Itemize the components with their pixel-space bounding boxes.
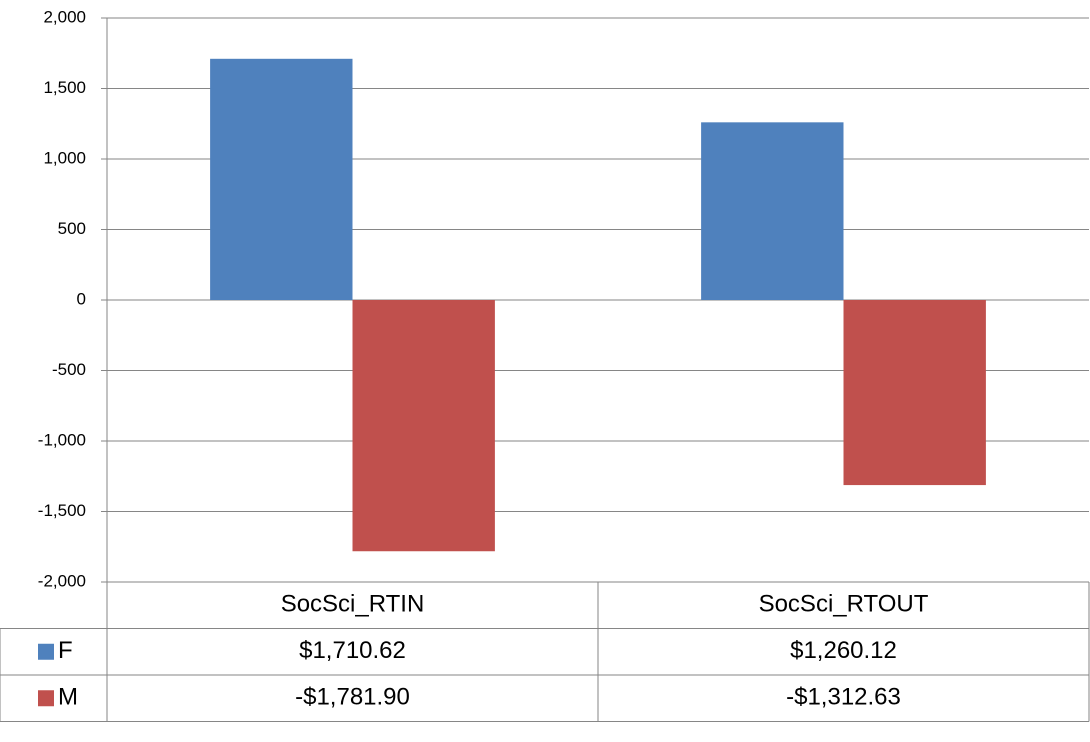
x-tick-label: SocSci_RTIN — [281, 591, 425, 618]
y-tick-label: 2,000 — [43, 7, 86, 26]
y-tick-label: 0 — [77, 289, 86, 308]
legend-key — [38, 643, 54, 660]
y-tick-label: -2,000 — [38, 571, 86, 590]
x-tick-label: SocSci_RTOUT — [759, 591, 929, 618]
y-tick-label: -1,500 — [38, 501, 86, 520]
bar — [701, 122, 844, 300]
data-label: $1,260.12 — [790, 637, 897, 664]
legend-label: F — [58, 637, 73, 664]
legend-key — [38, 690, 54, 707]
data-label: -$1,312.63 — [786, 684, 901, 711]
bar — [352, 300, 495, 552]
y-tick-label: -500 — [52, 360, 86, 379]
y-tick-label: 500 — [58, 219, 86, 238]
bar — [210, 58, 353, 300]
data-label: $1,710.62 — [299, 637, 406, 664]
y-tick-label: -1,000 — [38, 430, 86, 449]
legend-label: M — [58, 684, 78, 711]
data-label: -$1,781.90 — [295, 684, 410, 711]
y-tick-label: 1,000 — [43, 148, 86, 167]
y-tick-label: 1,500 — [43, 78, 86, 97]
bar — [843, 300, 986, 486]
